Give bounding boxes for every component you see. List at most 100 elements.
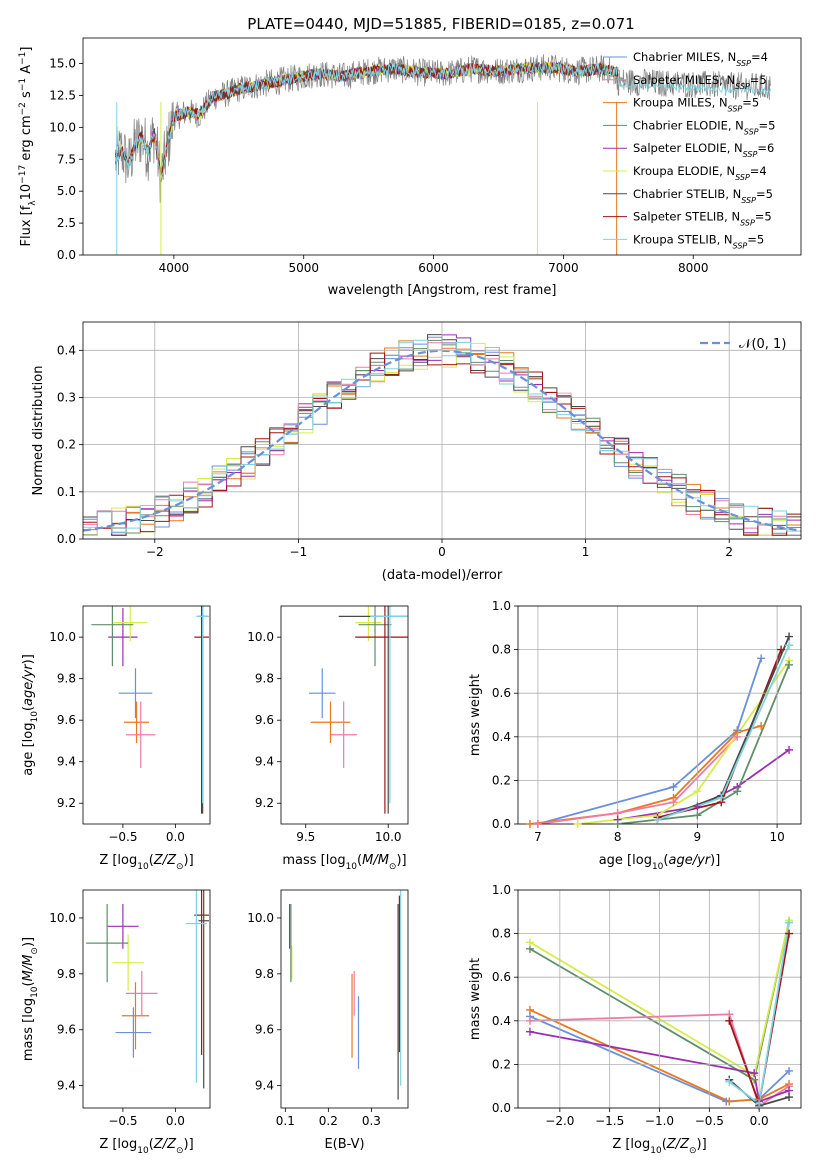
weight-marker: [653, 815, 662, 824]
x-tick-label: −1.5: [595, 1114, 624, 1128]
y-tick-label: 9.8: [57, 672, 76, 686]
x-tick-label: 7: [534, 830, 542, 844]
panel-spectrum: 4000 5000 6000 7000 8000 0.0 2.5 5.0 7.5 10.0 12.5…: [18, 37, 802, 298]
x-tick-label: 0: [438, 545, 446, 559]
x-tick-label: 0.0: [166, 1114, 185, 1128]
x-tick-label: 0.0: [750, 1114, 769, 1128]
weight-marker: [785, 918, 794, 927]
weight-marker: [755, 1099, 764, 1108]
x-tick-label: −2: [146, 545, 164, 559]
x-tick-label: 4000: [159, 261, 190, 275]
weight-marker: [785, 641, 794, 650]
weight-marker: [669, 782, 678, 791]
model-spectrum-line: [115, 62, 619, 176]
x-tick-label: 0.0: [166, 830, 185, 844]
weight-marker: [785, 1093, 794, 1102]
y-tick-label: 0.4: [492, 1014, 511, 1028]
x-tick-label: 0.2: [319, 1114, 338, 1128]
x-tick-label: 10: [769, 830, 784, 844]
plot-area: [115, 54, 772, 255]
x-tick-label: 1: [582, 545, 590, 559]
panel-massweight-vs-age: 7 8 9 10 0.0 0.2 0.4 0.6 0.8 1.0 mass weight age [l…: [468, 599, 802, 872]
weight-marker: [725, 1077, 734, 1086]
weight-line: [529, 1030, 790, 1103]
legend-entry: Salpeter ELODIE, NSSP=6: [633, 141, 774, 159]
axes-frame: [280, 889, 409, 1109]
x-tick-label: 6000: [418, 261, 449, 275]
weight-marker: [717, 793, 726, 802]
weight-line: [529, 1009, 790, 1103]
axes-frame: [280, 605, 409, 825]
x-tick-label: 0.1: [276, 1114, 295, 1128]
x-axis-label: (data-model)/error: [382, 568, 503, 583]
weight-line: [617, 664, 790, 824]
weight-marker: [613, 820, 622, 828]
weight-marker: [785, 632, 794, 641]
x-tick-label: 8: [614, 830, 622, 844]
y-axis-label: mass weight: [468, 958, 483, 1040]
y-tick-label: 0.2: [492, 1057, 511, 1071]
plot-area: [91, 606, 209, 814]
y-tick-label: 1.0: [492, 883, 511, 897]
panel-age-vs-Z: −0.5 0.0 9.2 9.4 9.6 9.8 10.0 Z [log10(Z/Z⊙)] ag…: [21, 605, 211, 872]
y-tick-label: 0.8: [492, 927, 511, 941]
x-tick-label: −0.5: [108, 1114, 137, 1128]
x-axis-label: age [log10(age/yr)]: [599, 853, 721, 872]
x-axis-label: mass [log10(M/M⊙)]: [282, 853, 406, 872]
y-tick-label: 12.5: [49, 88, 76, 102]
legend-entry: Salpeter MILES, NSSP=5: [633, 73, 767, 91]
legend-entry: Salpeter STELIB, NSSP=5: [633, 210, 772, 228]
axes-frame: [517, 605, 802, 825]
y-tick-label: 9.6: [255, 1023, 274, 1037]
model-spectrum-extension: [617, 79, 772, 95]
model-spectrum-line: [115, 61, 619, 179]
weight-marker: [785, 1066, 794, 1075]
weight-marker: [733, 732, 742, 741]
charts-layer: 4000 5000 6000 7000 80000.02.55.07.510.012.5…: [18, 37, 802, 1156]
y-tick-label: 0.8: [492, 643, 511, 657]
x-axis-label: Z [log10(Z/Z⊙)]: [612, 1137, 706, 1156]
legend-entry: Kroupa STELIB, NSSP=5: [633, 232, 764, 250]
weight-marker: [693, 787, 702, 796]
y-tick-label: 7.5: [57, 152, 76, 166]
y-tick-label: 10.0: [247, 911, 274, 925]
weight-marker: [785, 929, 794, 938]
weight-marker: [693, 811, 702, 820]
weight-marker: [693, 802, 702, 811]
panel-massweight-vs-Z: −2.0 −1.5 −1.0 −0.5 0.0 0.0 0.2 0.4 0.6 0.8 1.0 mas…: [468, 883, 802, 1156]
x-axis-label: Z [log10(Z/Z⊙)]: [99, 1137, 193, 1156]
weight-marker: [777, 645, 786, 654]
y-tick-label: 9.4: [57, 755, 76, 769]
weight-marker: [757, 721, 766, 730]
panel-mass-vs-Z: −0.5 0.0 9.4 9.6 9.8 10.0 Z [log10(Z/Z⊙)] mass …: [21, 889, 211, 1156]
x-tick-label: 7000: [548, 261, 579, 275]
weight-marker: [525, 938, 534, 947]
y-tick-label: 9.8: [57, 967, 76, 981]
model-spectrum-line: [115, 61, 619, 181]
axes-frame: [82, 37, 802, 256]
model-spectrum-line: [115, 61, 619, 183]
y-tick-label: 0.4: [57, 343, 76, 357]
y-tick-label: 10.0: [49, 120, 76, 134]
x-axis-label: wavelength [Angstrom, rest frame]: [328, 283, 557, 298]
legend-entry: Chabrier ELODIE, NSSP=5: [633, 118, 775, 136]
y-tick-label: 9.4: [255, 1079, 274, 1093]
x-axis-label: E(B-V): [324, 1137, 364, 1152]
x-tick-label: 5000: [288, 261, 319, 275]
weight-marker: [525, 1027, 534, 1036]
axes-frame: [517, 889, 802, 1109]
panel-age-vs-mass: 9.5 10.0 9.2 9.4 9.6 9.8 10.0 mass [log10(M/M⊙)…: [247, 605, 409, 872]
x-tick-label: −2.0: [545, 1114, 574, 1128]
axes-frame: [82, 889, 211, 1109]
weight-line: [657, 649, 782, 819]
y-axis-label: age [log10(age/yr)]: [21, 654, 40, 776]
model-spectrum-line: [115, 61, 619, 175]
y-tick-label: 0.1: [57, 485, 76, 499]
weight-marker: [525, 820, 534, 828]
x-tick-label: −0.5: [108, 830, 137, 844]
weight-marker: [725, 1097, 734, 1106]
y-tick-label: 9.2: [57, 796, 76, 810]
legend-entry: Chabrier MILES, NSSP=4: [633, 50, 768, 68]
model-spectrum-line: [115, 61, 619, 177]
y-tick-label: 10.0: [49, 630, 76, 644]
